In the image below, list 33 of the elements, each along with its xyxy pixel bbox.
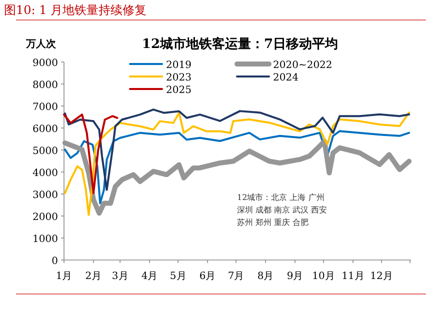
y-tick-label: 8000 (32, 80, 58, 91)
annotation: 深圳 成都 南京 武汉 西安 (237, 206, 328, 214)
y-tick-label: 9000 (32, 58, 58, 69)
x-tick-label: 1月 (56, 271, 72, 282)
y-tick-label: 2000 (32, 212, 58, 223)
x-tick-label: 11月 (342, 271, 364, 282)
legend-label: 2024 (273, 72, 298, 84)
x-tick-label: 9月 (286, 271, 304, 282)
x-tick-label: 10月 (312, 271, 335, 282)
y-tick-label: 6000 (32, 124, 58, 135)
legend-label: 2019 (166, 60, 192, 71)
y-tick-label: 5000 (32, 146, 58, 157)
y-tick-label: 0 (52, 256, 58, 267)
legend-label: 2025 (166, 85, 192, 96)
x-tick-label: 5月 (170, 271, 186, 282)
x-tick-label: 12月 (370, 271, 393, 282)
annotation: 苏州 郑州 重庆 合肥 (237, 218, 309, 227)
legend-label: 2023 (166, 72, 192, 84)
x-tick-label: 7月 (228, 271, 244, 282)
annotation: 12城市：北京 上海 广州 (237, 193, 324, 202)
x-tick-label: 8月 (257, 271, 274, 282)
chart-title: 图10: 1 月地铁量持续修复 (4, 3, 147, 17)
y-axis-title: 万人次 (25, 38, 57, 50)
x-tick-label: 4月 (141, 271, 158, 282)
x-tick-label: 3月 (112, 271, 128, 282)
y-tick-label: 4000 (32, 168, 58, 179)
y-tick-label: 1000 (32, 234, 58, 245)
y-tick-label: 7000 (32, 102, 58, 113)
x-tick-label: 2月 (85, 271, 102, 282)
y-tick-label: 3000 (32, 190, 58, 201)
legend-label: 2020~2022 (273, 60, 332, 71)
chart-subtitle: 12城市地铁客运量：7日移动平均 (142, 36, 338, 52)
x-tick-label: 6月 (199, 271, 216, 282)
